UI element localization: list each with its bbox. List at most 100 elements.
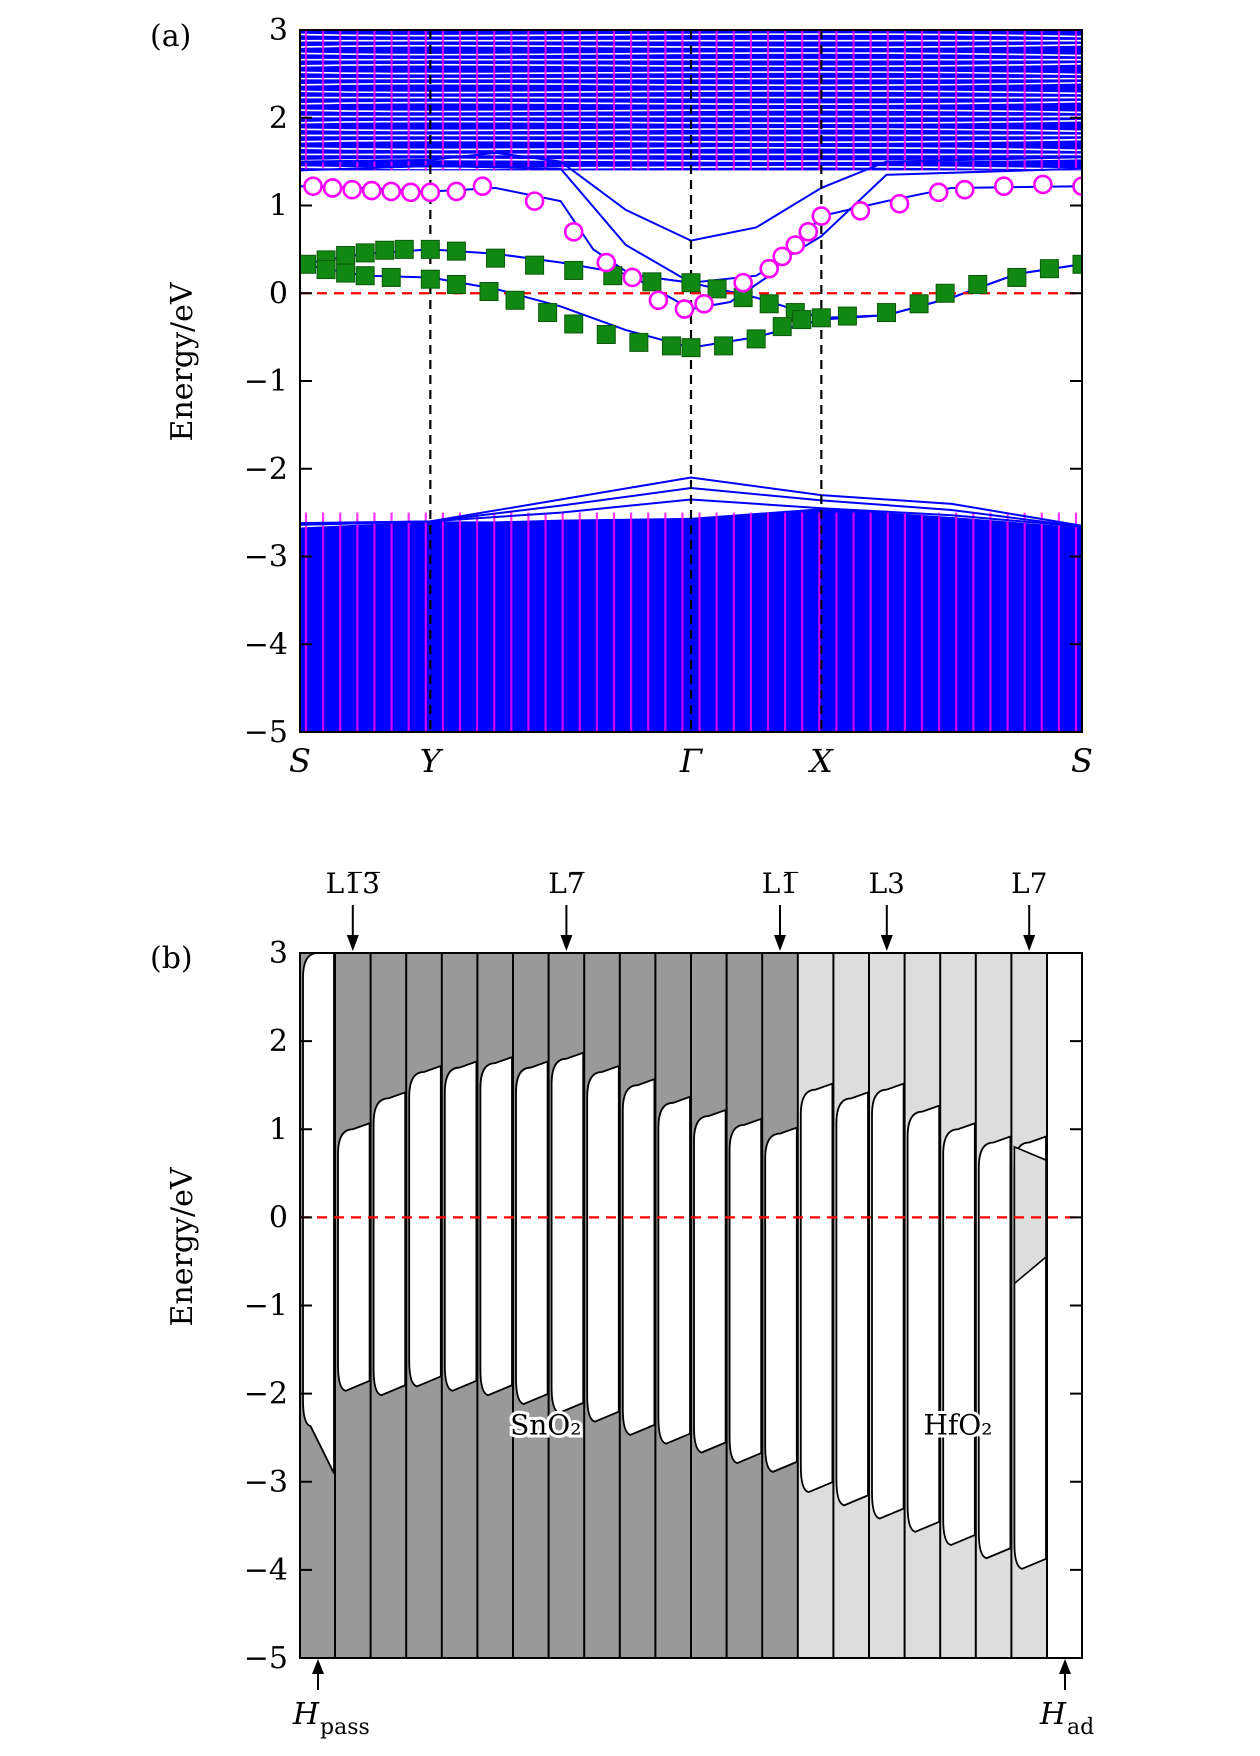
y-tick-label: 3 (269, 936, 288, 971)
surface-state-circle (954, 179, 975, 200)
panel-b-layer-markers: L1̅3̅ L7̅ L1̅ L3 L7 (326, 867, 1047, 951)
kpoint-label: S (1071, 742, 1093, 780)
surface-state-circle (993, 176, 1014, 196)
layer-marker-arrowhead (1023, 935, 1036, 951)
layer-band-gap (515, 1060, 549, 1405)
surface-state-square (681, 273, 701, 293)
surface-state-square (811, 308, 831, 328)
y-tick-label: −4 (244, 1553, 288, 1588)
surface-state-circle (889, 193, 910, 214)
surface-state-square (909, 294, 929, 314)
material-label: SnO₂ (510, 1408, 581, 1441)
y-tick-label: −2 (244, 452, 288, 487)
panel-b-layer-projection: (b) Energy/eV SnO₂ HfO₂ 3 2 1 0 −1 −2 −3 −4 −5 L1… (150, 867, 1094, 1740)
layer-marker-label: L7 (1011, 867, 1047, 900)
surface-state-square (1039, 259, 1059, 279)
surface-state-circle (563, 222, 584, 242)
surface-state-square (564, 260, 584, 280)
layer-band-gap (657, 1095, 691, 1445)
surface-state-square (629, 332, 649, 352)
y-tick-label: −1 (244, 1289, 288, 1324)
y-tick-label: 2 (269, 101, 288, 136)
layer-band-gap (835, 1091, 869, 1507)
y-tick-label: −1 (244, 364, 288, 399)
surface-state-square (596, 324, 616, 344)
surface-state-square (681, 338, 701, 358)
conduction-band-gap-line (300, 109, 1082, 114)
surface-state-square (479, 281, 499, 301)
surface-state-square (316, 260, 336, 280)
surface-state-square (746, 329, 766, 349)
panel-a-plot-area (299, 29, 1083, 733)
surface-state-square (759, 294, 779, 314)
conduction-band-gap-line (300, 71, 1082, 76)
layer-band-gap (871, 1082, 905, 1520)
surface-state-circle (772, 246, 793, 267)
layer-marker-arrowhead (880, 935, 893, 951)
surface-state-circle (446, 181, 467, 202)
kpoint-label: X (807, 742, 834, 780)
layer-band-gap (443, 1060, 478, 1392)
layer-marker-label: L7̅ (548, 867, 584, 900)
conduction-band-gap-line (300, 128, 1082, 133)
y-tick-label: 0 (269, 276, 288, 311)
layer-band-gap (693, 1108, 727, 1454)
surface-state-circle (1033, 174, 1053, 195)
y-tick-label: −5 (244, 715, 288, 750)
surface-state-circle (850, 200, 871, 221)
surface-state-square (336, 263, 356, 283)
surface-state-circle (524, 191, 545, 211)
layer-band-gap (408, 1064, 442, 1388)
surface-state-square (564, 314, 584, 334)
layer-marker-label: L1̅ (762, 867, 798, 900)
interface-marker-arrowhead (312, 1659, 324, 1674)
surface-state-circle (381, 181, 402, 202)
band-line (300, 151, 1082, 242)
y-tick-label: 3 (269, 13, 288, 48)
surface-state-square (538, 303, 558, 323)
layer-marker-label: L3 (869, 867, 905, 900)
layer-band-gap (728, 1117, 763, 1465)
surface-state-square (446, 274, 466, 294)
surface-state-square (505, 290, 525, 310)
layer-band-gap (942, 1121, 976, 1546)
kpoint-label: S (289, 742, 311, 780)
layer-band-gap (799, 1082, 834, 1494)
surface-state-square (394, 239, 414, 259)
surface-state-square (1007, 267, 1027, 287)
material-label: HfO₂ (924, 1408, 993, 1441)
surface-state-circle (648, 290, 669, 311)
conduction-band-gap-line (300, 62, 1082, 68)
surface-state-circle (420, 182, 441, 203)
panel-a-clip-group (300, 30, 1082, 732)
kpoint-label: Γ (679, 742, 704, 780)
layer-marker-arrowhead (774, 935, 786, 951)
surface-state-square (336, 246, 356, 266)
conduction-band-gap-line (300, 33, 1082, 38)
surface-state-circle (400, 182, 421, 203)
panel-b-ylabel: Energy/eV (165, 1166, 200, 1326)
panel-a-band-structure: (a) Energy/eV 3 2 1 0 −1 −2 −3 −4 −5 S Y Γ X S (150, 13, 1093, 780)
surface-state-square (486, 248, 505, 268)
surface-state-circle (811, 206, 832, 226)
panel-b-label: (b) (150, 941, 193, 976)
surface-state-square (792, 310, 812, 330)
surface-state-circle (733, 272, 753, 293)
y-tick-label: 1 (269, 189, 288, 224)
surface-state-square (877, 303, 896, 323)
kpoint-label: Y (420, 742, 444, 780)
panel-a-label: (a) (150, 19, 191, 54)
interface-marker-label: H (292, 1697, 320, 1732)
layer-band-gap (764, 1126, 798, 1473)
y-tick-label: 1 (269, 1112, 288, 1147)
surface-state-square (661, 336, 681, 356)
surface-state-square (707, 279, 727, 299)
surface-state-circle (596, 252, 617, 273)
surface-state-square (714, 336, 734, 356)
layer-marker-label: L1̅3̅ (326, 867, 380, 900)
layer-band-gap (977, 1135, 1012, 1560)
conduction-band-gap-line (300, 119, 1082, 124)
y-tick-label: −2 (244, 1377, 288, 1412)
